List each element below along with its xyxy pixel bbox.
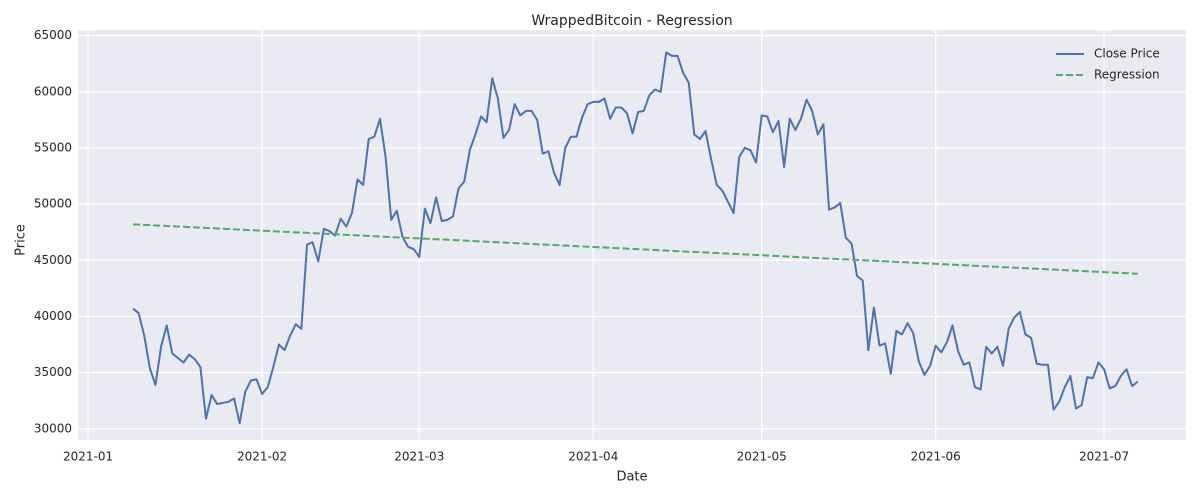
lines	[132, 51, 1139, 425]
x-tick-label: 2021-04	[568, 450, 618, 464]
grid	[78, 30, 1186, 440]
y-tick-label: 30000	[34, 421, 72, 435]
y-tick-label: 50000	[34, 197, 72, 211]
x-axis-label: Date	[616, 470, 647, 485]
legend-label: Regression	[1094, 68, 1160, 82]
y-tick-label: 65000	[34, 28, 72, 42]
x-tick-label: 2021-03	[394, 450, 444, 464]
chart-title: WrappedBitcoin - Regression	[531, 13, 732, 29]
legend: Close Price Regression	[1056, 47, 1160, 82]
legend-label: Close Price	[1094, 47, 1160, 61]
y-tick-label: 35000	[34, 365, 72, 379]
y-tick-label: 60000	[34, 84, 72, 98]
x-tick-label: 2021-05	[737, 450, 787, 464]
y-tick-label: 45000	[34, 253, 72, 267]
x-tick-label: 2021-01	[63, 450, 113, 464]
y-tick-label: 40000	[34, 309, 72, 323]
series-line	[132, 223, 1138, 275]
x-tick-label: 2021-02	[237, 450, 287, 464]
y-axis-label: Price	[14, 224, 29, 256]
x-tick-label: 2021-06	[911, 450, 961, 464]
y-tick-label: 55000	[34, 140, 72, 154]
x-tick-label: 2021-07	[1079, 450, 1129, 464]
series-line	[132, 51, 1139, 425]
